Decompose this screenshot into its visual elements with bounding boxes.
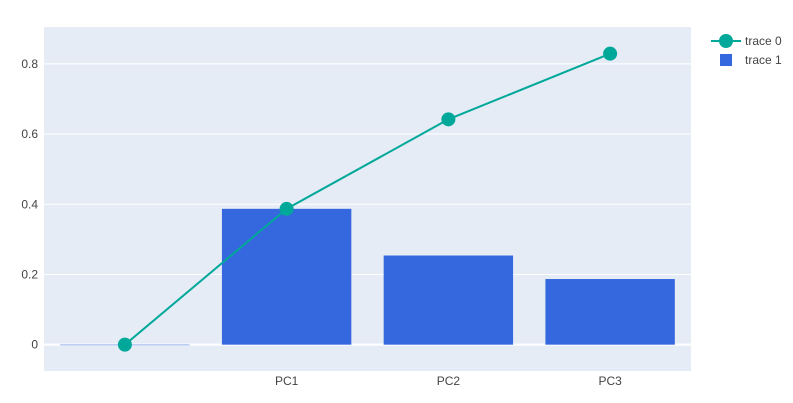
legend-bar-swatch [720,54,732,66]
legend-marker-swatch [719,34,733,48]
x-tick-label: PC1 [275,374,299,388]
line-marker[interactable] [441,112,456,127]
bar-series [60,208,675,346]
bar[interactable] [383,255,514,345]
bar[interactable] [545,279,675,345]
y-tick-label: 0.2 [21,267,38,281]
legend[interactable]: trace 0 trace 1 [711,34,782,67]
line-series [117,46,618,352]
y-tick-label: 0.6 [21,127,38,141]
legend-item-trace-0[interactable]: trace 0 [711,34,782,48]
line-marker[interactable] [117,337,132,352]
bar[interactable] [221,208,352,345]
line-marker[interactable] [279,201,294,216]
x-tick-label: PC2 [437,374,461,388]
series-line [124,52,611,346]
legend-label: trace 0 [745,34,782,48]
x-tick-label: PC3 [598,374,622,388]
x-axis: PC1 PC2 PC3 [275,374,622,388]
legend-label: trace 1 [745,53,782,67]
y-axis: 0 0.2 0.4 0.6 0.8 [21,57,38,352]
line-marker[interactable] [603,46,618,61]
y-tick-label: 0.4 [21,197,38,211]
y-tick-label: 0.8 [21,57,38,71]
legend-item-trace-1[interactable]: trace 1 [720,53,782,67]
y-tick-label: 0 [31,338,38,352]
